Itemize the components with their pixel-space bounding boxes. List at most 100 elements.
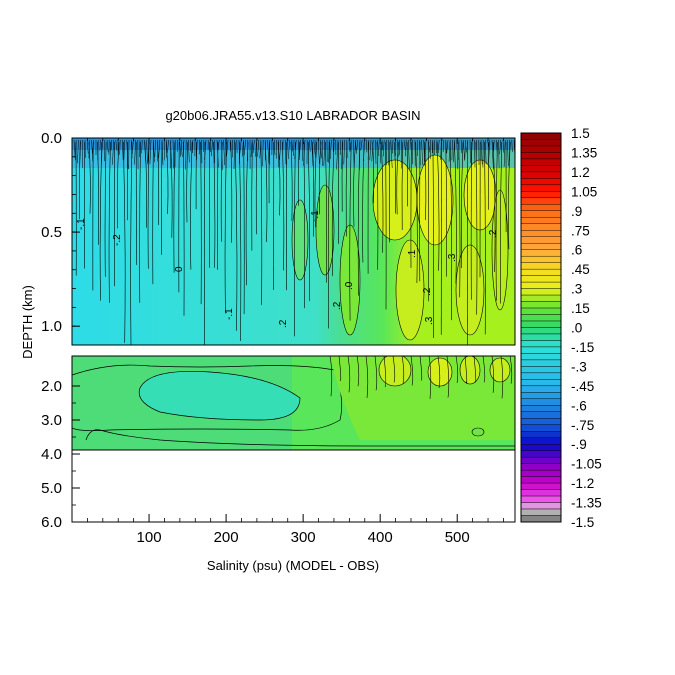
colorbar-box: [520, 171, 562, 179]
colorbar-label: -.9: [571, 437, 587, 452]
contour-label: .2: [422, 287, 433, 296]
colorbar-box: [520, 398, 562, 406]
colorbar-label: .15: [571, 301, 590, 316]
colorbar-box: [520, 145, 562, 153]
colorbar-box: [520, 314, 562, 322]
x-axis-label: Salinity (psu) (MODEL - OBS): [207, 558, 379, 573]
colorbar-box: [520, 320, 562, 328]
colorbar-label: -1.05: [571, 457, 602, 472]
colorbar-box: [520, 288, 562, 296]
contour-label: .3: [424, 316, 435, 325]
colorbar-box: [520, 346, 562, 354]
colorbar-labels: 1.5 1.35 1.2 1.05 .9 .75 .6 .45 .3 .15 .0 -.15 -.3 -.…: [571, 126, 602, 530]
y-tick-label: 4.0: [41, 446, 62, 463]
y-tick-label: 0.0: [41, 130, 62, 147]
colorbar-box: [520, 223, 562, 231]
y-tick-label: 1.0: [41, 318, 62, 335]
colorbar: [520, 132, 562, 523]
colorbar-label: .45: [571, 262, 590, 277]
colorbar-box: [520, 249, 562, 257]
colorbar-box: [520, 217, 562, 224]
colorbar-box: [520, 359, 562, 367]
lower-panel: [71, 355, 516, 523]
colorbar-box: [520, 405, 562, 412]
colorbar-box: [520, 333, 562, 341]
contour-label: .0: [344, 281, 355, 290]
colorbar-label: 1.35: [571, 145, 597, 160]
colorbar-box: [520, 197, 562, 205]
colorbar-box: [520, 450, 562, 458]
colorbar-box: [520, 281, 562, 289]
y-tick-label: 6.0: [41, 514, 62, 531]
contour-label: -.2: [112, 234, 123, 246]
colorbar-label: -1.35: [571, 496, 602, 511]
colorbar-box: [520, 469, 562, 477]
colorbar-box: [520, 418, 562, 425]
colorbar-label: -.15: [571, 340, 594, 355]
x-tick-label: 300: [291, 529, 316, 546]
colorbar-box: [520, 230, 562, 237]
colorbar-label: .75: [571, 223, 590, 238]
colorbar-box: [520, 204, 562, 211]
colorbar-box: [520, 444, 562, 451]
colorbar-box: [520, 495, 562, 503]
colorbar-box: [520, 463, 562, 471]
x-tick-label: 500: [445, 529, 470, 546]
colorbar-box: [520, 476, 562, 484]
x-tick-label: 400: [368, 529, 393, 546]
colorbar-box: [520, 411, 562, 419]
colorbar-box: [520, 210, 562, 218]
colorbar-label: -1.2: [571, 476, 594, 491]
colorbar-label: 1.2: [571, 165, 590, 180]
colorbar-label: .6: [571, 243, 582, 258]
colorbar-label: 1.5: [571, 126, 590, 141]
colorbar-box: [520, 191, 562, 199]
colorbar-box: [520, 385, 562, 393]
colorbar-box: [520, 340, 562, 348]
colorbar-box: [520, 431, 562, 438]
y-axis-label: DEPTH (km): [20, 285, 35, 359]
contour-label: -.1: [76, 218, 87, 230]
colorbar-box: [520, 502, 562, 510]
y-tick-label: 3.0: [41, 412, 62, 429]
colorbar-box: [520, 372, 562, 380]
colorbar-box: [520, 515, 562, 523]
colorbar-box: [520, 379, 562, 387]
colorbar-label: -.75: [571, 418, 594, 433]
colorbar-box: [520, 152, 562, 160]
colorbar-box: [520, 268, 562, 276]
colorbar-label: .3: [571, 282, 582, 297]
colorbar-box: [520, 353, 562, 361]
colorbar-box: [520, 243, 562, 250]
y-tick-label: 5.0: [41, 480, 62, 497]
chart-title: g20b06.JRA55.v13.S10 LABRADOR BASIN: [165, 108, 420, 123]
contour-label: -.1: [310, 210, 321, 222]
contour-label: .3: [447, 253, 458, 262]
y-tick-label: 0.5: [41, 224, 62, 241]
colorbar-label: .9: [571, 204, 582, 219]
colorbar-box: [520, 178, 562, 186]
contour-label: .2: [488, 229, 499, 238]
y-ticks-upper: 0.0 0.5 1.0: [41, 130, 80, 346]
colorbar-box: [520, 294, 562, 302]
colorbar-box: [520, 132, 562, 140]
y-tick-label: 2.0: [41, 378, 62, 395]
contour-label: 0: [174, 266, 185, 272]
colorbar-box: [520, 392, 562, 400]
colorbar-box: [520, 255, 562, 263]
colorbar-box: [520, 307, 562, 315]
colorbar-box: [520, 236, 562, 244]
upper-panel: -.1 -.2 0 -.1 .2 -.1 .0 .1 .3 .2 .2 .3 .2: [71, 137, 516, 346]
contour-label: .2: [332, 301, 343, 310]
x-tick-label: 200: [214, 529, 239, 546]
x-tick-label: 100: [137, 529, 162, 546]
colorbar-box: [520, 301, 562, 309]
y-ticks-lower: 2.0 3.0 4.0 5.0 6.0: [41, 378, 80, 531]
contour-label: -.1: [224, 308, 235, 320]
colorbar-box: [520, 327, 562, 335]
colorbar-box: [520, 482, 562, 490]
colorbar-label: -.45: [571, 379, 594, 394]
contour-label: .1: [407, 249, 418, 258]
colorbar-box: [520, 262, 562, 270]
